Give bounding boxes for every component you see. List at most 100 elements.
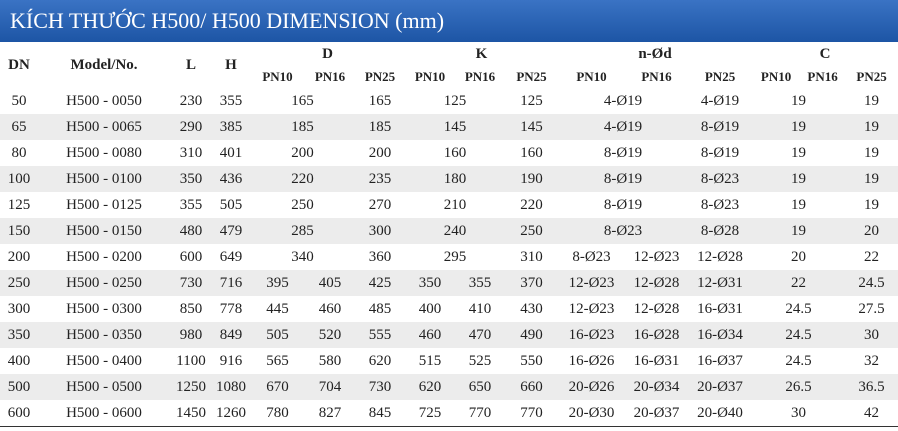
cell: 26.5 [752,374,846,400]
cell: 300 [7,300,31,317]
cell: 19 [752,114,846,140]
cell: H500 - 0050 [66,92,142,109]
cell: H500 - 0065 [38,114,170,140]
cell: 12-Ø23 [568,300,615,317]
cell: 980 [170,322,212,348]
cell: 20-Ø30 [558,400,626,427]
subcolumn-header: PN10 [760,69,792,84]
cell: 235 [355,166,406,192]
cell: 400 [7,352,31,369]
cell: 16-Ø26 [568,352,615,369]
table-row: 125 H500 - 0125 355 505 250 270 210 220 8-Ø19 8-Ø… [0,192,898,218]
cell: 620 [405,374,456,400]
cell: 4-Ø19 [603,92,643,109]
subcolumn-header: PN25 [704,69,736,84]
table-row: 500 H500 - 0500 1250 1080 670 704 730 620 650 660… [0,374,898,400]
cell: 730 [170,270,212,296]
cell: 310 [179,144,203,161]
cell: 716 [212,270,250,296]
cell: H500 - 0125 [66,196,142,213]
cell: 27.5 [858,300,885,317]
cell: 100 [0,166,38,192]
cell: 42 [845,400,898,427]
cell: 8-Ø19 [603,196,643,213]
cell: 550 [520,352,543,369]
cell: 20-Ø26 [558,374,626,400]
title-bar: KÍCH THƯỚC H500/ H500 DIMENSION (mm) [0,0,898,42]
cell: 16-Ø34 [688,322,753,348]
cell: 19 [845,114,898,140]
cell: 19 [752,218,846,244]
cell: 916 [219,352,243,369]
group-header: n-Ød [638,45,672,62]
cell: 845 [355,400,406,427]
table-row: 250 H500 - 0250 730 716 395 405 425 350 355 370 12… [0,270,898,296]
cell: 24.5 [752,322,846,348]
cell: 778 [219,300,243,317]
table-row: 400 H500 - 0400 1100 916 565 580 620 515 525 550 1… [0,348,898,374]
column-header: H [225,56,237,73]
cell: 770 [455,400,506,427]
cell: 50 [11,92,27,109]
cell: 4-Ø19 [558,114,689,140]
cell: 285 [250,218,355,244]
cell: 350 [170,166,212,192]
subcolumn-header: PN16 [807,69,838,84]
table-row: 350 H500 - 0350 980 849 505 520 555 460 470 490 16… [0,322,898,348]
subcolumn-header: PN25 [364,69,396,84]
cell: 32 [864,352,880,369]
cell: 19 [752,166,846,192]
cell: H500 - 0250 [38,270,170,296]
cell: 24.5 [845,270,898,296]
cell: H500 - 0500 [38,374,170,400]
cell: 355 [179,196,203,213]
cell: 185 [355,114,406,140]
cell: 8-Ø23 [688,166,753,192]
cell: 20 [845,218,898,244]
cell: H500 - 0080 [66,144,142,161]
cell: 649 [219,248,243,265]
cell: 370 [505,270,559,296]
cell: 480 [170,218,212,244]
cell: 600 [179,248,203,265]
cell: H500 - 0200 [66,248,142,265]
cell: 80 [11,144,27,161]
cell: 19 [864,144,880,161]
cell: 19 [791,92,807,109]
cell: 430 [520,300,543,317]
table-row: 200 H500 - 0200 600 649 340 360 295 310 8-Ø23 12-… [0,244,898,270]
cell: 4-Ø19 [700,92,740,109]
cell: H500 - 0600 [38,400,170,427]
cell: 220 [520,196,543,213]
cell: 8-Ø19 [700,144,740,161]
cell: 1100 [176,352,206,369]
cell: 849 [212,322,250,348]
cell: 12-Ø23 [558,270,626,296]
cell: 1250 [170,374,212,400]
subheader-row: PN10 PN16 PN25 PN10 PN16 PN25 PN10 PN16 PN25 PN10… [0,66,898,88]
cell: 725 [405,400,456,427]
cell: 401 [219,144,243,161]
group-header: C [819,45,831,62]
column-header: Model/No. [70,56,138,73]
cell: 165 [291,92,314,109]
cell: 479 [212,218,250,244]
cell: 827 [305,400,355,427]
cell: 385 [212,114,250,140]
cell: 30 [845,322,898,348]
cell: 505 [250,322,305,348]
cell: 8-Ø19 [558,166,689,192]
subcolumn-header: PN16 [314,69,346,84]
cell: 125 [7,196,31,213]
table-row: 600 H500 - 0600 1450 1260 780 827 845 725 770 770… [0,400,898,427]
cell: 436 [212,166,250,192]
cell: 125 [443,92,467,109]
cell: 425 [355,270,406,296]
cell: 19 [845,166,898,192]
cell: 125 [520,92,543,109]
cell: 8-Ø19 [688,114,753,140]
cell: 1080 [212,374,250,400]
table-body: 50 H500 - 0050 230 355 165 165 125 125 4-Ø19 4-Ø1… [0,88,898,427]
